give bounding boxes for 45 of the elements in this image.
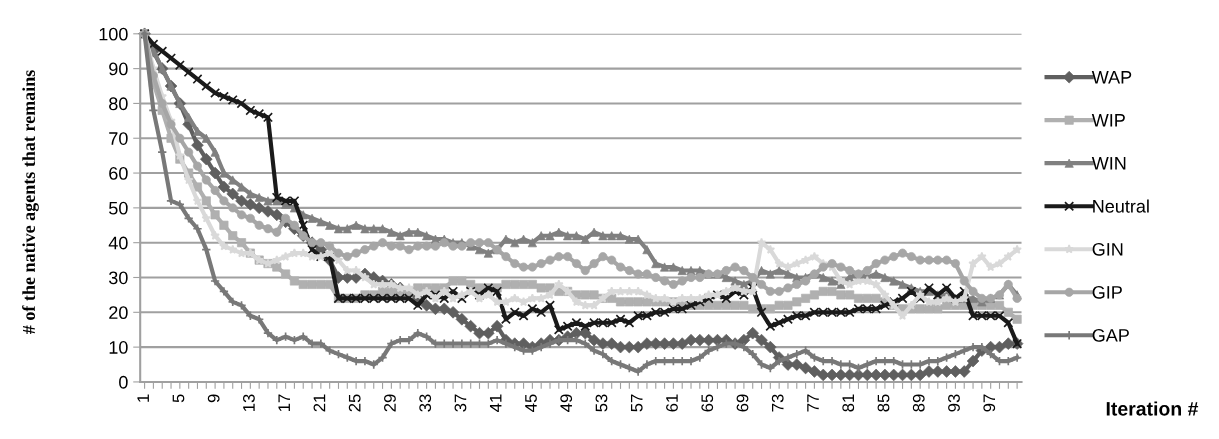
x-tick-label: 9	[207, 394, 220, 403]
x-tick-label: 1	[137, 394, 149, 402]
y-tick-label: 50	[109, 201, 128, 215]
y-tick-label: 70	[109, 132, 128, 145]
y-tick-label: 0	[119, 375, 128, 389]
x-tick-label: 13	[243, 394, 255, 411]
x-tick-label: 37	[454, 394, 467, 412]
x-tick-label: 93	[948, 394, 960, 412]
x-tick-label: 17	[278, 394, 290, 411]
x-tick-label: 81	[842, 394, 855, 412]
y-tick-label: 30	[108, 271, 128, 285]
y-tick-label: 60	[109, 166, 128, 180]
x-axis-title: Iteration #	[1106, 401, 1199, 416]
legend-label: WAP	[1091, 71, 1132, 84]
y-tick-label: 40	[108, 236, 128, 250]
x-tick-label: 25	[348, 394, 361, 412]
legend-label: WIP	[1091, 114, 1125, 127]
y-tick-label: 100	[99, 27, 128, 41]
y-tick-label: 80	[109, 97, 128, 111]
x-tick-label: 49	[560, 394, 573, 412]
y-tick-label: 90	[109, 62, 128, 76]
y-axis-title: # of the native agents that remains	[22, 70, 39, 334]
x-tick-label: 21	[313, 394, 326, 412]
legend-label: WIN	[1091, 157, 1126, 170]
x-tick-label: 69	[736, 394, 749, 412]
x-tick-label: 77	[807, 394, 819, 412]
x-tick-label: 33	[419, 394, 432, 412]
x-tick-label: 53	[595, 394, 608, 412]
x-tick-label: 45	[525, 394, 537, 412]
x-tick-label: 97	[983, 394, 996, 412]
legend-label: Neutral	[1093, 199, 1149, 213]
x-tick-label: 73	[771, 394, 784, 412]
y-tick-label: 20	[109, 306, 128, 320]
x-tick-label: 61	[666, 394, 678, 412]
x-tick-label: 5	[172, 394, 185, 403]
x-tick-label: 85	[877, 394, 890, 412]
x-tick-label: 41	[489, 394, 502, 412]
x-tick-label: 57	[630, 394, 643, 412]
y-tick-label: 10	[109, 341, 128, 354]
x-tick-label: 89	[912, 394, 925, 412]
legend-label: GAP	[1092, 328, 1129, 342]
x-tick-label: 65	[701, 394, 714, 412]
legend-label: GIN	[1092, 242, 1123, 256]
x-tick-label: 29	[384, 394, 396, 412]
legend-label: GIP	[1092, 285, 1122, 299]
